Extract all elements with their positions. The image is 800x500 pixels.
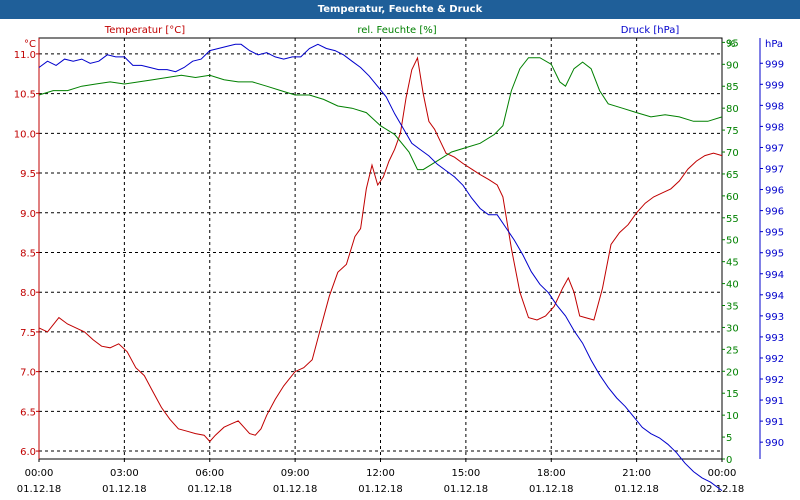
x-time-label: 15:00 [451, 468, 480, 479]
series-line-humidity [38, 57, 723, 171]
humidity-tick-label: 85 [726, 82, 739, 93]
temperature-tick-label: 11.0 [14, 50, 36, 61]
humidity-tick-label: 25 [726, 345, 739, 356]
humidity-tick-label: 5 [726, 433, 732, 444]
pressure-tick-label: 993 [765, 333, 784, 344]
pressure-tick-label: 991 [765, 417, 784, 428]
x-time-label: 00:00 [25, 468, 54, 479]
pressure-tick-label: 992 [765, 375, 784, 386]
pressure-tick-label: 994 [765, 270, 784, 281]
x-time-label: 18:00 [537, 468, 566, 479]
humidity-tick-label: 45 [726, 258, 739, 269]
temperature-unit-label: °C [24, 39, 36, 50]
temperature-tick-label: 8.5 [20, 248, 36, 259]
pressure-tick-label: 999 [765, 80, 784, 91]
pressure-tick-label: 990 [765, 438, 784, 449]
humidity-tick-label: 90 [726, 60, 739, 71]
temperature-tick-label: 9.5 [20, 169, 36, 180]
humidity-tick-label: 70 [726, 148, 739, 159]
series-line-temperature [38, 56, 723, 443]
pressure-tick-label: 997 [765, 165, 784, 176]
pressure-tick-label: 998 [765, 101, 784, 112]
humidity-tick-label: 30 [726, 323, 739, 334]
pressure-tick-label: 996 [765, 207, 784, 218]
humidity-tick-label: 20 [726, 367, 739, 378]
humidity-tick-label: 50 [726, 236, 739, 247]
x-date-label: 01.12.18 [273, 484, 318, 495]
pressure-tick-label: 999 [765, 59, 784, 70]
x-date-label: 02.12.18 [700, 484, 745, 495]
humidity-tick-label: 55 [726, 214, 739, 225]
temperature-tick-label: 6.5 [20, 407, 36, 418]
pressure-tick-label: 998 [765, 122, 784, 133]
humidity-tick-label: 15 [726, 389, 739, 400]
temperature-tick-label: 10.5 [14, 90, 36, 101]
x-date-label: 01.12.18 [17, 484, 62, 495]
pressure-tick-label: 991 [765, 396, 784, 407]
temperature-tick-label: 7.0 [20, 368, 36, 379]
x-date-label: 01.12.18 [187, 484, 232, 495]
x-date-label: 01.12.18 [529, 484, 574, 495]
humidity-tick-label: 95 [726, 38, 739, 49]
temperature-tick-label: 7.5 [20, 328, 36, 339]
x-time-label: 12:00 [366, 468, 395, 479]
x-time-label: 00:00 [708, 468, 737, 479]
humidity-tick-label: 65 [726, 170, 739, 181]
window-title: Temperatur, Feuchte & Druck [0, 0, 800, 19]
temperature-tick-label: 8.0 [20, 288, 36, 299]
pressure-unit-label: hPa [765, 39, 783, 50]
pressure-tick-label: 993 [765, 312, 784, 323]
humidity-tick-label: 60 [726, 192, 739, 203]
humidity-tick-label: 0 [726, 455, 732, 466]
humidity-tick-label: 80 [726, 104, 739, 115]
pressure-tick-label: 992 [765, 354, 784, 365]
pressure-tick-label: 994 [765, 291, 784, 302]
x-time-label: 21:00 [622, 468, 651, 479]
pressure-tick-label: 995 [765, 249, 784, 260]
humidity-tick-label: 35 [726, 302, 739, 313]
x-time-label: 06:00 [195, 468, 224, 479]
temperature-tick-label: 6.0 [20, 447, 36, 458]
humidity-unit-label: % [726, 39, 736, 50]
temperature-tick-label: 10.0 [14, 129, 36, 140]
legend-pressure: Druck [hPa] [621, 25, 680, 36]
x-date-label: 01.12.18 [444, 484, 489, 495]
series-line-pressure [38, 43, 723, 492]
humidity-tick-label: 75 [726, 126, 739, 137]
x-date-label: 01.12.18 [614, 484, 659, 495]
pressure-tick-label: 996 [765, 186, 784, 197]
pressure-tick-label: 995 [765, 228, 784, 239]
chart: 6.0 6.5 7.0 7.5 8.0 8.5 9.0 9.5 10.0 10.5 11.0°C 0 5… [14, 25, 784, 495]
x-date-label: 01.12.18 [358, 484, 403, 495]
humidity-tick-label: 10 [726, 411, 739, 422]
legend-humidity: rel. Feuchte [%] [357, 25, 436, 36]
x-time-label: 09:00 [281, 468, 310, 479]
pressure-tick-label: 997 [765, 143, 784, 154]
legend-temperature: Temperatur [°C] [104, 25, 185, 36]
temperature-tick-label: 9.0 [20, 209, 36, 220]
x-date-label: 01.12.18 [102, 484, 147, 495]
humidity-tick-label: 40 [726, 280, 739, 291]
x-time-label: 03:00 [110, 468, 139, 479]
